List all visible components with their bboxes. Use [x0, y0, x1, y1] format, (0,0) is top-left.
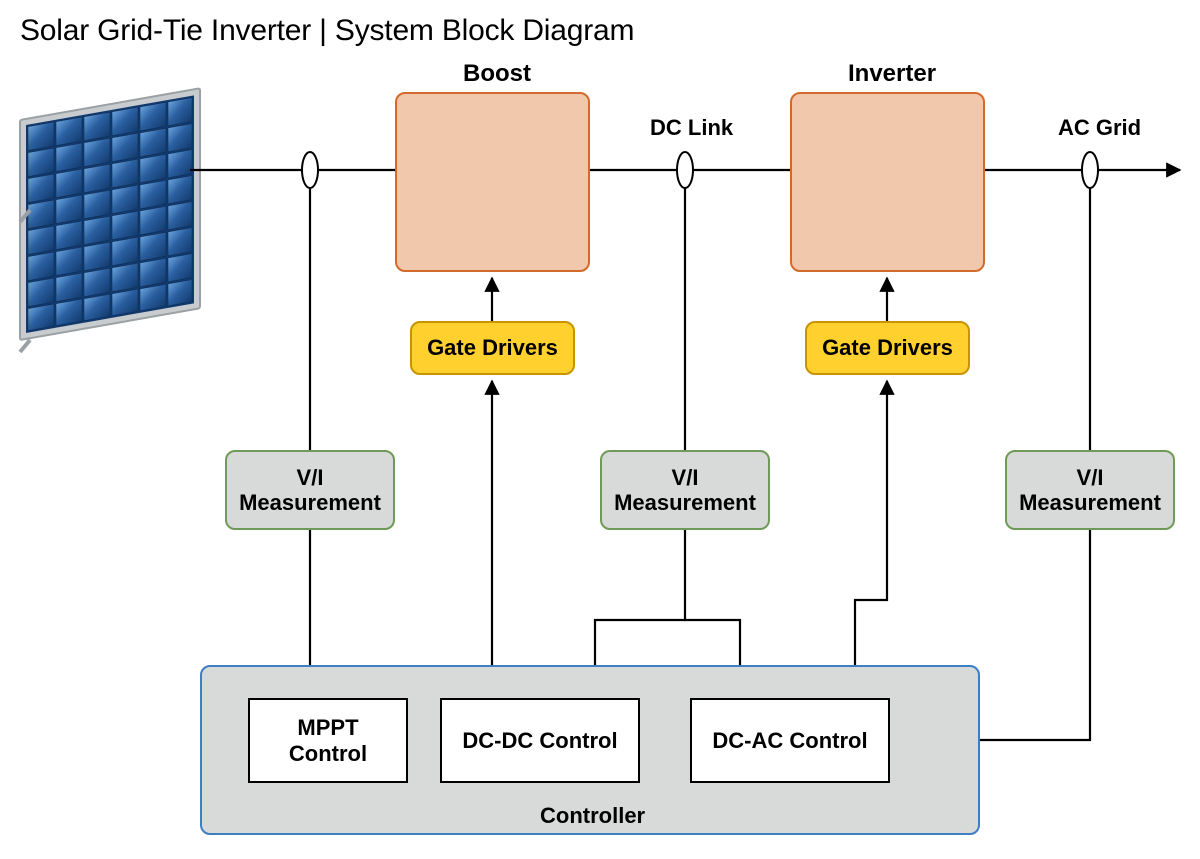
- ac-grid-label: AC Grid: [1058, 115, 1141, 141]
- inverter-block: [790, 92, 985, 272]
- solar-panel-icon: [20, 88, 200, 352]
- page-title: Solar Grid-Tie Inverter | System Block D…: [20, 14, 634, 48]
- mppt-control-block: MPPT Control: [248, 698, 408, 783]
- dcdc-control-block: DC-DC Control: [440, 698, 640, 783]
- gate-drivers-1: Gate Drivers: [410, 321, 575, 375]
- vi-1-label: V/I Measurement: [239, 465, 381, 516]
- diagram-canvas: Solar Grid-Tie Inverter | System Block D…: [0, 0, 1200, 859]
- gate-drivers-2-label: Gate Drivers: [822, 335, 953, 361]
- vi-measurement-3: V/I Measurement: [1005, 450, 1175, 530]
- dcdc-label: DC-DC Control: [462, 728, 617, 753]
- inverter-label: Inverter: [848, 60, 936, 88]
- dcac-control-block: DC-AC Control: [690, 698, 890, 783]
- vi-2-label: V/I Measurement: [614, 465, 756, 516]
- dc-link-label: DC Link: [650, 115, 733, 141]
- gate-drivers-1-label: Gate Drivers: [427, 335, 558, 361]
- vi-3-label: V/I Measurement: [1019, 465, 1161, 516]
- boost-block: [395, 92, 590, 272]
- dcac-label: DC-AC Control: [712, 728, 867, 753]
- mppt-label: MPPT Control: [289, 715, 367, 766]
- controller-label: Controller: [540, 803, 645, 829]
- vi-measurement-1: V/I Measurement: [225, 450, 395, 530]
- boost-label: Boost: [463, 60, 531, 88]
- gate-drivers-2: Gate Drivers: [805, 321, 970, 375]
- vi-measurement-2: V/I Measurement: [600, 450, 770, 530]
